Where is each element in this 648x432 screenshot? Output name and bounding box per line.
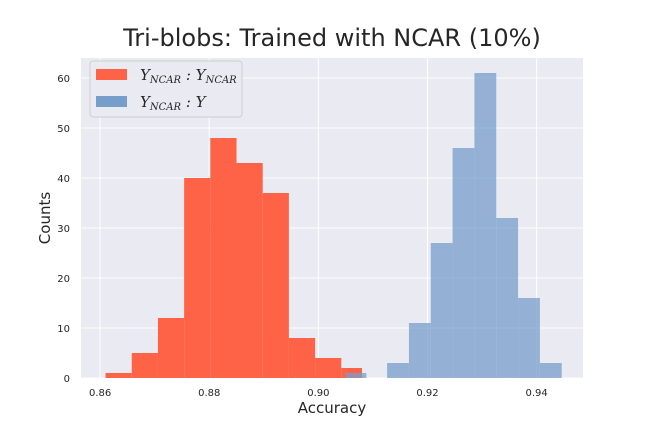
x-tick-labels: 0.86 0.88 0.90 0.92 0.94: [89, 388, 548, 399]
histogram-bar-series-1: [262, 193, 289, 378]
x-tick-label: 0.94: [525, 388, 547, 399]
y-tick-labels: 0 10 20 30 40 50 60: [57, 74, 70, 385]
histogram-bar-series-1: [157, 318, 185, 378]
x-axis-label: Accuracy: [298, 399, 367, 417]
histogram-bar-series-2: [518, 298, 540, 378]
histogram-bar-series-1: [236, 163, 263, 378]
x-tick-label: 0.92: [416, 388, 438, 399]
y-tick-label: 10: [57, 324, 70, 335]
legend-swatch-series-2: [96, 96, 127, 107]
y-tick-label: 40: [57, 174, 70, 185]
histogram-bar-series-2: [345, 373, 367, 378]
x-tick-label: 0.88: [198, 388, 220, 399]
histogram-bar-series-1: [131, 353, 158, 378]
y-tick-label: 50: [57, 124, 70, 135]
y-tick-label: 60: [57, 74, 70, 85]
histogram-bar-series-1: [315, 358, 342, 378]
histogram-bar-series-2: [408, 323, 431, 378]
legend: YNCAR : YNCAR YNCAR : Y: [89, 60, 243, 118]
x-tick-label: 0.90: [307, 388, 329, 399]
histogram-bar-series-2: [430, 243, 453, 378]
y-axis-label: Counts: [36, 192, 54, 245]
y-tick-label: 20: [57, 274, 70, 285]
histogram-bar-series-2: [496, 218, 519, 378]
chart-title: Tri-blobs: Trained with NCAR (10%): [122, 24, 541, 52]
histogram-bar-series-1: [288, 338, 316, 378]
y-tick-label: 0: [64, 374, 70, 385]
histogram-bar-series-1: [105, 373, 132, 378]
histogram-bars: [105, 73, 562, 378]
histogram-bar-series-1: [184, 178, 211, 378]
histogram-bar-series-2: [474, 73, 497, 378]
histogram-bar-series-2: [452, 148, 475, 378]
histogram-bar-series-1: [210, 138, 237, 378]
histogram-bar-series-2: [539, 363, 562, 378]
legend-box: [89, 60, 243, 118]
y-tick-label: 30: [57, 224, 70, 235]
legend-swatch-series-1: [96, 69, 127, 80]
x-tick-label: 0.86: [89, 388, 111, 399]
histogram-bar-series-2: [387, 363, 409, 378]
